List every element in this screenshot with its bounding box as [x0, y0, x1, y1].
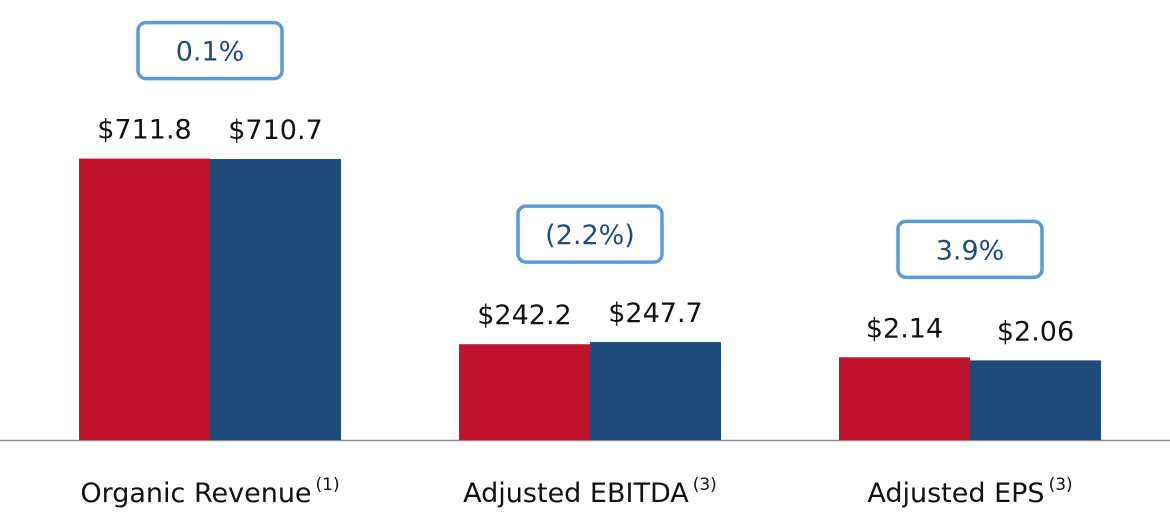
annotation: 3.9% [936, 235, 1005, 266]
footnote-marker: (3) [693, 475, 717, 495]
annotation-box [136, 20, 284, 81]
category-label: Adjusted EPS (3) [867, 475, 1072, 509]
value-label: $2.14 [866, 313, 943, 344]
value-label: $710.7 [228, 115, 322, 146]
category-label: Adjusted EBITDA (3) [463, 475, 717, 509]
category-name: Adjusted EPS [867, 478, 1044, 509]
annotation-box [896, 219, 1044, 280]
bar [970, 360, 1101, 440]
bar [590, 342, 721, 440]
category-name: Adjusted EBITDA [463, 478, 689, 509]
value-label: $2.06 [997, 316, 1074, 347]
value-label: $247.7 [608, 298, 702, 329]
bar [459, 344, 590, 440]
value-label: $711.8 [97, 115, 191, 146]
annotation-box [516, 204, 664, 264]
bar [210, 159, 341, 440]
bar [79, 158, 210, 440]
footnote-marker: (3) [1049, 475, 1073, 495]
category-label: Organic Revenue (1) [80, 475, 339, 509]
value-label: $242.2 [477, 300, 571, 331]
category-name: Organic Revenue [80, 478, 311, 509]
annotation: 0.1% [176, 37, 245, 68]
footnote-marker: (1) [316, 475, 340, 495]
annotation: (2.2%) [545, 220, 635, 251]
bar [839, 357, 970, 440]
